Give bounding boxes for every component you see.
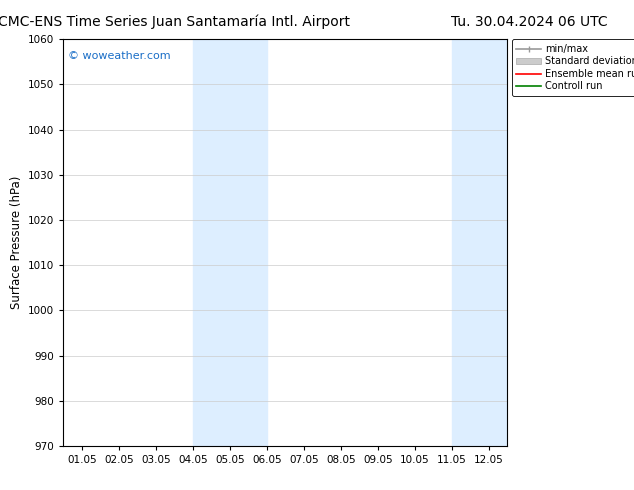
Y-axis label: Surface Pressure (hPa): Surface Pressure (hPa) <box>10 176 23 309</box>
Text: CMC-ENS Time Series Juan Santamaría Intl. Airport: CMC-ENS Time Series Juan Santamaría Intl… <box>0 15 351 29</box>
Bar <box>193 39 267 446</box>
Bar <box>451 39 526 446</box>
Text: © woweather.com: © woweather.com <box>68 51 171 61</box>
Text: Tu. 30.04.2024 06 UTC: Tu. 30.04.2024 06 UTC <box>451 15 608 29</box>
Legend: min/max, Standard deviation, Ensemble mean run, Controll run: min/max, Standard deviation, Ensemble me… <box>512 39 634 96</box>
